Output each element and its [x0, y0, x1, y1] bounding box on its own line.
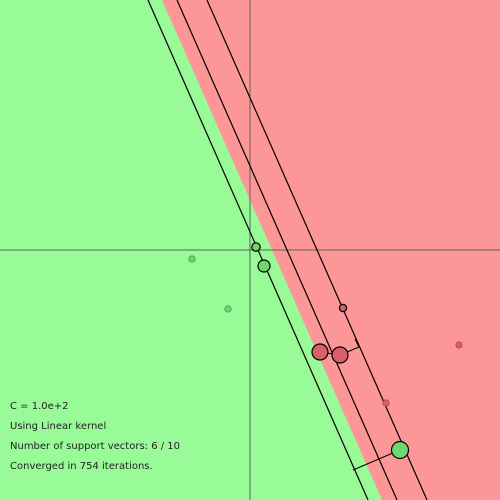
- margin-line-negative: [206, 0, 428, 500]
- info-panel: C = 1.0e+2 Using Linear kernel Number of…: [10, 397, 180, 477]
- support-vector-positive[interactable]: [251, 242, 261, 252]
- iterations-text: Converged in 754 iterations.: [10, 461, 153, 472]
- support-vector-negative[interactable]: [338, 303, 348, 313]
- support-vector-positive[interactable]: [257, 259, 271, 273]
- data-point-positive[interactable]: [188, 255, 196, 263]
- slack-line: [354, 338, 360, 348]
- support-vector-count-text: Number of support vectors: 6 / 10: [10, 441, 181, 452]
- decision-boundary: [176, 0, 398, 500]
- support-vector-negative[interactable]: [331, 346, 349, 364]
- c-parameter-text: C = 1.0e+2: [10, 401, 69, 412]
- support-vector-positive[interactable]: [390, 440, 410, 460]
- data-point-positive[interactable]: [224, 305, 232, 313]
- support-vector-negative[interactable]: [311, 343, 329, 361]
- kernel-text: Using Linear kernel: [10, 421, 107, 432]
- data-points: [188, 242, 463, 460]
- data-point-negative[interactable]: [382, 399, 390, 407]
- data-point-negative[interactable]: [455, 341, 463, 349]
